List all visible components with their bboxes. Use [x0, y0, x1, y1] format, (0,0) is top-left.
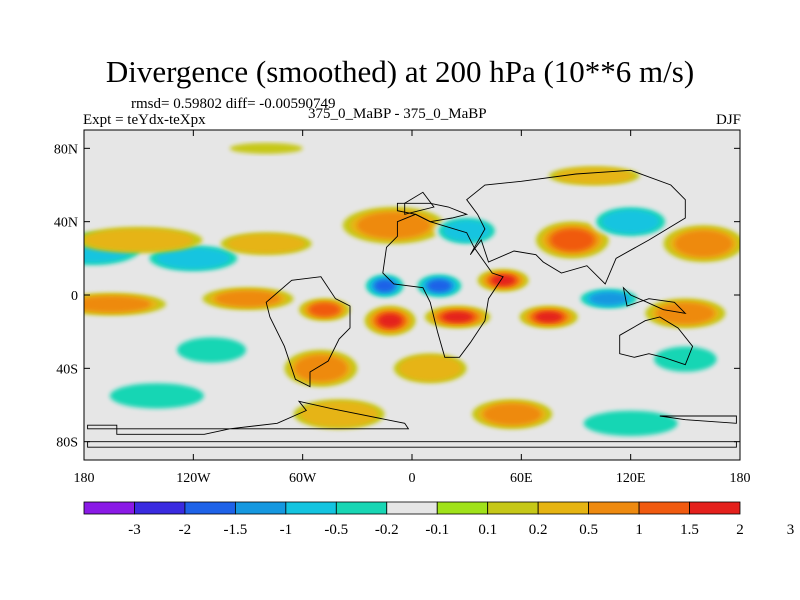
field-blob: [378, 314, 402, 328]
x-tick-label: 180: [730, 471, 751, 486]
field-blob: [227, 234, 306, 254]
coastline: [396, 202, 469, 223]
colorbar-label: -3: [128, 522, 141, 538]
field-blob: [443, 312, 472, 322]
y-tick-label: 40S: [56, 362, 78, 377]
field-blob: [177, 337, 247, 363]
field-blob: [483, 403, 542, 425]
colorbar-swatch: [588, 501, 640, 515]
colorbar-label: 0.5: [579, 522, 598, 538]
field-blob: [491, 275, 515, 286]
field-blob: [601, 209, 660, 234]
colorbar-swatch: [386, 501, 438, 515]
field-blob: [215, 290, 281, 307]
coastline: [404, 191, 435, 215]
field-blob: [84, 296, 151, 313]
y-tick-label: 0: [71, 289, 78, 304]
season-label: DJF: [715, 112, 741, 128]
field-blob: [156, 247, 231, 269]
chart-title: Divergence (smoothed) at 200 hPa (10**6 …: [105, 54, 695, 89]
x-tick-label: 60W: [289, 471, 317, 486]
y-tick-label: 40N: [54, 216, 78, 231]
x-tick-label: 120E: [616, 471, 646, 486]
y-tick-label: 80S: [56, 436, 78, 451]
field-blob: [428, 280, 451, 292]
colorbar-swatch: [487, 501, 539, 515]
colorbar-swatch: [184, 501, 236, 515]
field-blob: [589, 292, 628, 306]
colorbar-swatch: [689, 501, 741, 515]
colorbar-swatch: [234, 501, 287, 515]
colorbar-swatch: [537, 501, 590, 515]
coastline: [87, 441, 737, 448]
field-blob: [398, 355, 462, 381]
colorbar-swatch: [83, 501, 135, 515]
field-layer: [84, 142, 740, 439]
field-blob: [299, 401, 379, 427]
colorbar-swatch: [134, 501, 186, 515]
field-blob: [109, 383, 204, 409]
colorbar-label: 1: [635, 522, 643, 538]
x-tick-label: 120W: [176, 471, 211, 486]
field-blob: [551, 229, 594, 251]
colorbar-label: 1.5: [680, 522, 699, 538]
case-label: 375_0_MaBP - 375_0_MaBP: [308, 106, 487, 122]
colorbar-label: 0.2: [529, 522, 548, 538]
coastline: [619, 316, 694, 366]
x-tick-label: 60E: [510, 471, 533, 486]
coastline: [265, 276, 351, 388]
field-blob: [555, 167, 634, 184]
coastline: [466, 169, 686, 285]
field-blob: [375, 280, 395, 292]
colorbar-label: -2: [179, 522, 192, 538]
field-blob: [583, 410, 678, 436]
coastline: [659, 415, 737, 424]
field-blob: [357, 212, 431, 239]
field-blob: [443, 220, 491, 242]
x-tick-label: 0: [409, 471, 416, 486]
colorbar-swatch: [285, 501, 337, 515]
colorbar-label: -0.5: [324, 522, 348, 538]
field-blob: [653, 346, 717, 372]
colorbar-label: 3: [787, 522, 795, 538]
coastline: [622, 286, 687, 314]
colorbar-label: -1.5: [224, 522, 248, 538]
colorbar-label: -0.1: [425, 522, 449, 538]
field-blob: [674, 230, 733, 257]
y-tick-label: 80N: [54, 142, 78, 157]
coastline: [382, 213, 504, 358]
colorbar-label: 2: [736, 522, 744, 538]
field-blob: [84, 228, 194, 252]
field-blob: [309, 303, 340, 317]
x-tick-label: 180: [74, 471, 95, 486]
field-blob: [535, 312, 562, 322]
experiment-label: Expt = teYdx-teXpx: [83, 112, 206, 128]
colorbar-swatch: [638, 501, 690, 515]
coastlines: [87, 169, 737, 448]
colorbar-label: 0.1: [478, 522, 497, 538]
colorbar-label: -0.2: [375, 522, 399, 538]
stats-label: rmsd= 0.59802 diff= -0.00590749: [131, 96, 336, 112]
colorbar-label: -1: [280, 522, 293, 538]
colorbar-swatch: [436, 501, 489, 515]
field-blob: [294, 355, 348, 382]
field-blob: [229, 142, 303, 154]
colorbar-swatch: [335, 501, 388, 515]
coastline: [87, 400, 410, 435]
